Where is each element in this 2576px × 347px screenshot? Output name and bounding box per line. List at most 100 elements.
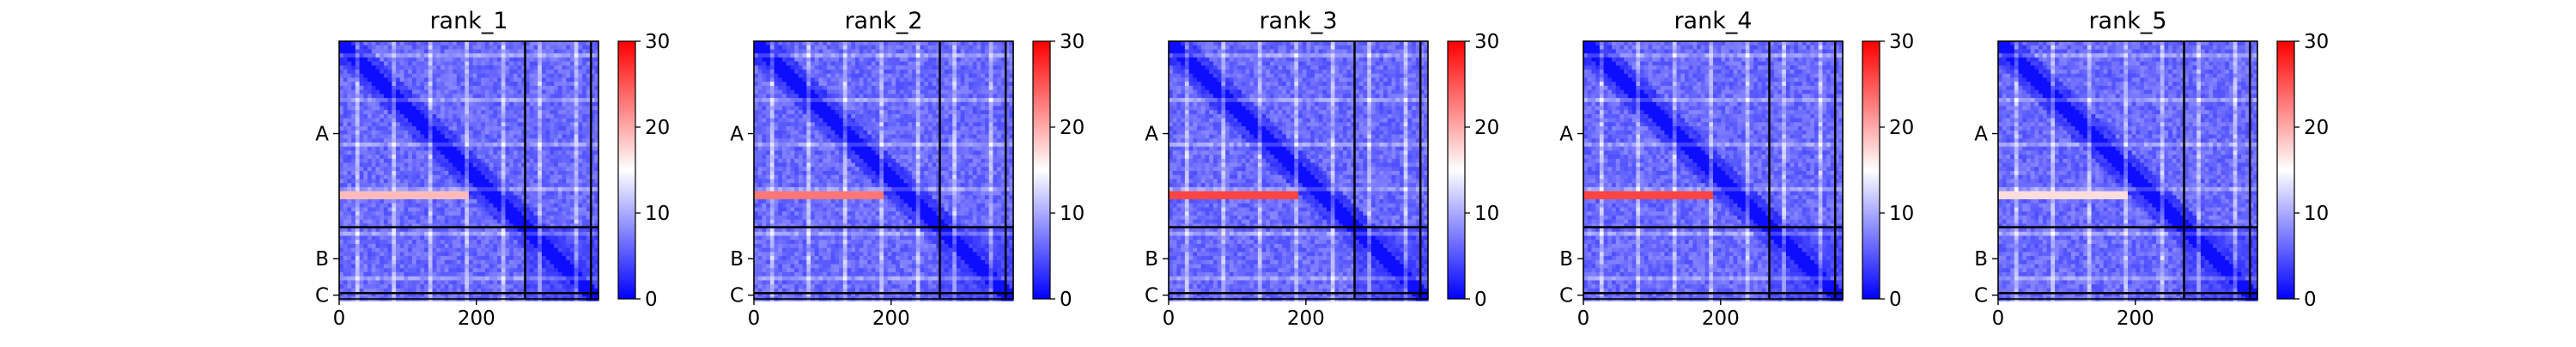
- heatmap-cell: [368, 280, 372, 284]
- heatmap-cell: [404, 98, 409, 102]
- heatmap-cell: [428, 107, 433, 111]
- heatmap-cell: [416, 82, 421, 86]
- heatmap-cell: [538, 110, 542, 114]
- heatmap-cell: [578, 192, 582, 196]
- heatmap-cell: [509, 204, 513, 208]
- heatmap-cell: [485, 107, 489, 111]
- heatmap-cell: [578, 131, 582, 135]
- heatmap-cell: [404, 49, 409, 53]
- heatmap-cell: [424, 46, 428, 50]
- heatmap-cell: [343, 256, 348, 260]
- heatmap-cell: [457, 114, 461, 119]
- heatmap-cell: [790, 49, 794, 53]
- heatmap-cell: [900, 65, 904, 70]
- heatmap-cell: [993, 77, 997, 82]
- heatmap-cell: [815, 77, 819, 82]
- heatmap-cell: [469, 167, 473, 171]
- heatmap-cell: [888, 49, 892, 53]
- heatmap-cell: [526, 240, 530, 244]
- heatmap-cell: [566, 284, 570, 289]
- heatmap-cell: [428, 260, 433, 265]
- heatmap-cell: [473, 171, 477, 175]
- heatmap-cell: [513, 114, 518, 119]
- heatmap-cell: [457, 58, 461, 62]
- heatmap-cell: [530, 179, 534, 183]
- heatmap-cell: [428, 240, 433, 244]
- heatmap-cell: [448, 171, 453, 175]
- heatmap-cell: [787, 77, 791, 82]
- heatmap-cell: [396, 65, 400, 70]
- heatmap-cell: [574, 147, 579, 151]
- heatmap-cell: [554, 131, 558, 135]
- heatmap-cell: [920, 77, 924, 82]
- heatmap-cell: [400, 159, 404, 163]
- heatmap-cell: [782, 77, 787, 82]
- heatmap-cell: [400, 265, 404, 269]
- heatmap-cell: [554, 228, 558, 232]
- heatmap-cell: [550, 82, 554, 86]
- heatmap-cell: [546, 150, 550, 155]
- heatmap-cell: [860, 70, 864, 74]
- heatmap-cell: [526, 272, 530, 277]
- heatmap-cell: [445, 114, 449, 119]
- heatmap-cell: [388, 277, 392, 281]
- heatmap-cell: [481, 216, 485, 220]
- heatmap-cell: [375, 236, 380, 240]
- heatmap-cell: [558, 260, 562, 265]
- heatmap-cell: [424, 211, 428, 216]
- heatmap-cell: [762, 70, 766, 74]
- heatmap-cell: [530, 171, 534, 175]
- heatmap-cell: [554, 77, 558, 82]
- heatmap-cell: [961, 58, 965, 62]
- heatmap-cell: [558, 53, 562, 58]
- heatmap-cell: [465, 131, 469, 135]
- heatmap-cell: [497, 94, 501, 98]
- heatmap-cell: [526, 58, 530, 62]
- heatmap-cell: [831, 94, 835, 98]
- heatmap-cell: [396, 252, 400, 256]
- heatmap-cell: [380, 143, 384, 147]
- heatmap-cell: [534, 228, 538, 232]
- heatmap-cell: [448, 265, 453, 269]
- heatmap-cell: [347, 143, 351, 147]
- heatmap-cell: [952, 58, 957, 62]
- heatmap-cell: [440, 183, 445, 187]
- heatmap-cell: [400, 110, 404, 114]
- heatmap-cell: [392, 49, 396, 53]
- heatmap-cell: [461, 244, 465, 248]
- heatmap-cell: [534, 150, 538, 155]
- heatmap-cell: [448, 46, 453, 50]
- heatmap-cell: [477, 150, 481, 155]
- heatmap-cell: [806, 53, 811, 58]
- heatmap-cell: [578, 74, 582, 78]
- heatmap-cell: [351, 260, 355, 265]
- heatmap-cell: [501, 260, 506, 265]
- heatmap-cell: [485, 179, 489, 183]
- heatmap-cell: [538, 53, 542, 58]
- heatmap-cell: [461, 122, 465, 126]
- heatmap-cell: [473, 94, 477, 98]
- heatmap-cell: [570, 122, 574, 126]
- heatmap-cell: [501, 147, 506, 151]
- heatmap-cell: [343, 94, 348, 98]
- heatmap-cell: [388, 90, 392, 94]
- heatmap-cell: [485, 175, 489, 180]
- heatmap-cell: [343, 49, 348, 53]
- heatmap-cell: [554, 232, 558, 236]
- heatmap-cell: [558, 284, 562, 289]
- heatmap-cell: [863, 86, 867, 90]
- heatmap-cell: [558, 248, 562, 253]
- heatmap-cell: [420, 74, 424, 78]
- heatmap-cell: [513, 228, 518, 232]
- heatmap-cell: [977, 86, 981, 90]
- heatmap-cell: [392, 216, 396, 220]
- heatmap-cell: [465, 179, 469, 183]
- heatmap-cell: [368, 175, 372, 180]
- heatmap-cell: [530, 204, 534, 208]
- heatmap-cell: [485, 126, 489, 131]
- heatmap-cell: [372, 135, 376, 139]
- heatmap-cell: [368, 49, 372, 53]
- heatmap-cell: [489, 49, 494, 53]
- heatmap-cell: [396, 280, 400, 284]
- heatmap-cell: [396, 195, 400, 199]
